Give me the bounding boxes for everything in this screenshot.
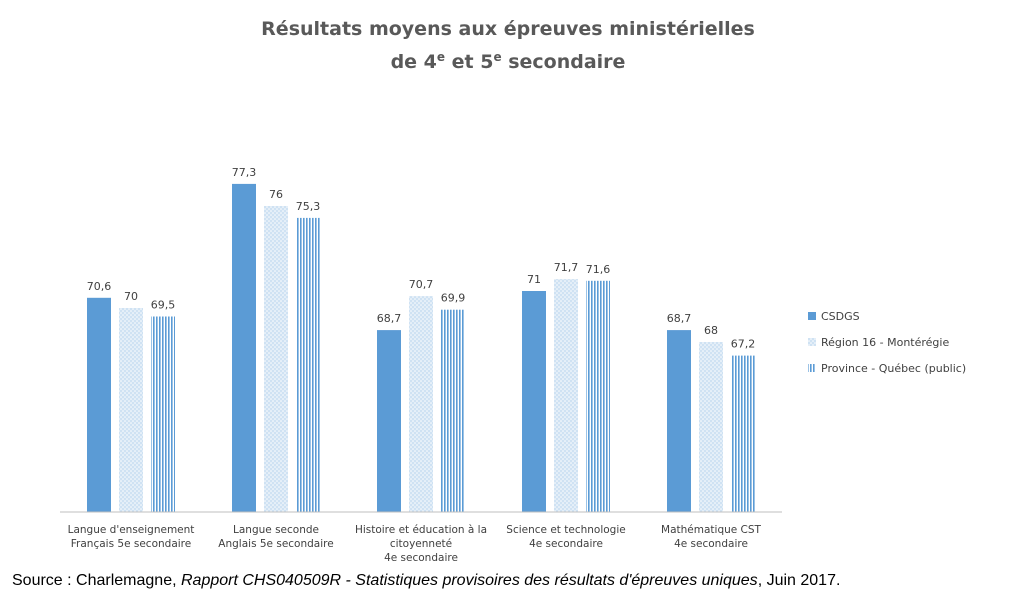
bar-1-4 (522, 291, 546, 512)
source-prefix: Source : Charlemagne, (12, 572, 181, 589)
value-label-2-3: 70,7 (409, 278, 434, 291)
category-label-1: Langue d'enseignement Français 5e seconda… (68, 524, 195, 550)
value-label-2-2: 76 (269, 188, 283, 201)
category-label-4: Science et technologie 4e secondaire (506, 524, 625, 550)
bar-3-1 (151, 316, 175, 512)
value-label-2-4: 71,7 (554, 261, 579, 274)
legend: CSDGS Région 16 - Montérégie Province - Qu… (808, 310, 966, 375)
source-note: Source : Charlemagne, Rapport CHS040509R… (12, 572, 1022, 590)
bar-1-1 (87, 297, 111, 512)
value-label-3-1: 69,5 (151, 299, 176, 312)
value-label-3-3: 69,9 (441, 292, 466, 305)
bar-2-3 (409, 296, 433, 512)
bar-1-2 (232, 183, 256, 512)
category-label-2: Langue seconde Anglais 5e secondaire (218, 524, 333, 550)
source-title: Rapport CHS040509R - Statistiques provis… (180, 572, 758, 589)
category-label-5: Mathématique CST 4e secondaire (661, 524, 762, 550)
bar-2-1 (119, 308, 143, 512)
legend-swatch-2 (808, 338, 816, 346)
value-label-3-4: 71,6 (586, 263, 611, 276)
value-label-3-2: 75,3 (296, 200, 321, 213)
bar-2-2 (264, 206, 288, 512)
source-suffix: , Juin 2017. (757, 572, 841, 589)
bar-2-4 (554, 279, 578, 512)
value-labels-group: 70,6 77,3 68,7 71 68,7 70 76 70,7 71,7 68 69,5 75,3… (87, 166, 756, 351)
chart-title: Résultats moyens aux épreuves ministérie… (261, 18, 755, 40)
value-label-1-4: 71 (527, 273, 541, 286)
bar-1-5 (667, 330, 691, 512)
legend-swatch-3 (808, 364, 816, 372)
value-label-2-5: 68 (704, 324, 718, 337)
value-label-1-5: 68,7 (667, 312, 692, 325)
category-label-3: Histoire et éducation à la citoyenneté 4e … (355, 524, 487, 564)
value-label-2-1: 70 (124, 290, 138, 303)
legend-label-1: CSDGS (821, 310, 860, 323)
value-label-3-5: 67,2 (731, 338, 756, 351)
legend-swatch-1 (808, 312, 816, 320)
bar-2-5 (699, 342, 723, 512)
bars-group (87, 183, 755, 512)
category-labels-group: Langue d'enseignement Français 5e seconda… (68, 524, 762, 564)
legend-label-2: Région 16 - Montérégie (821, 336, 949, 349)
bar-3-4 (586, 280, 610, 512)
value-label-1-3: 68,7 (377, 312, 402, 325)
bar-3-2 (296, 217, 320, 512)
legend-label-3: Province - Québec (public) (821, 362, 966, 375)
bar-3-5 (731, 355, 755, 512)
value-label-1-2: 77,3 (232, 166, 257, 179)
chart-subtitle: de 4e et 5e secondaire (391, 50, 626, 73)
bar-3-3 (441, 309, 465, 512)
value-label-1-1: 70,6 (87, 280, 112, 293)
bar-1-3 (377, 330, 401, 512)
